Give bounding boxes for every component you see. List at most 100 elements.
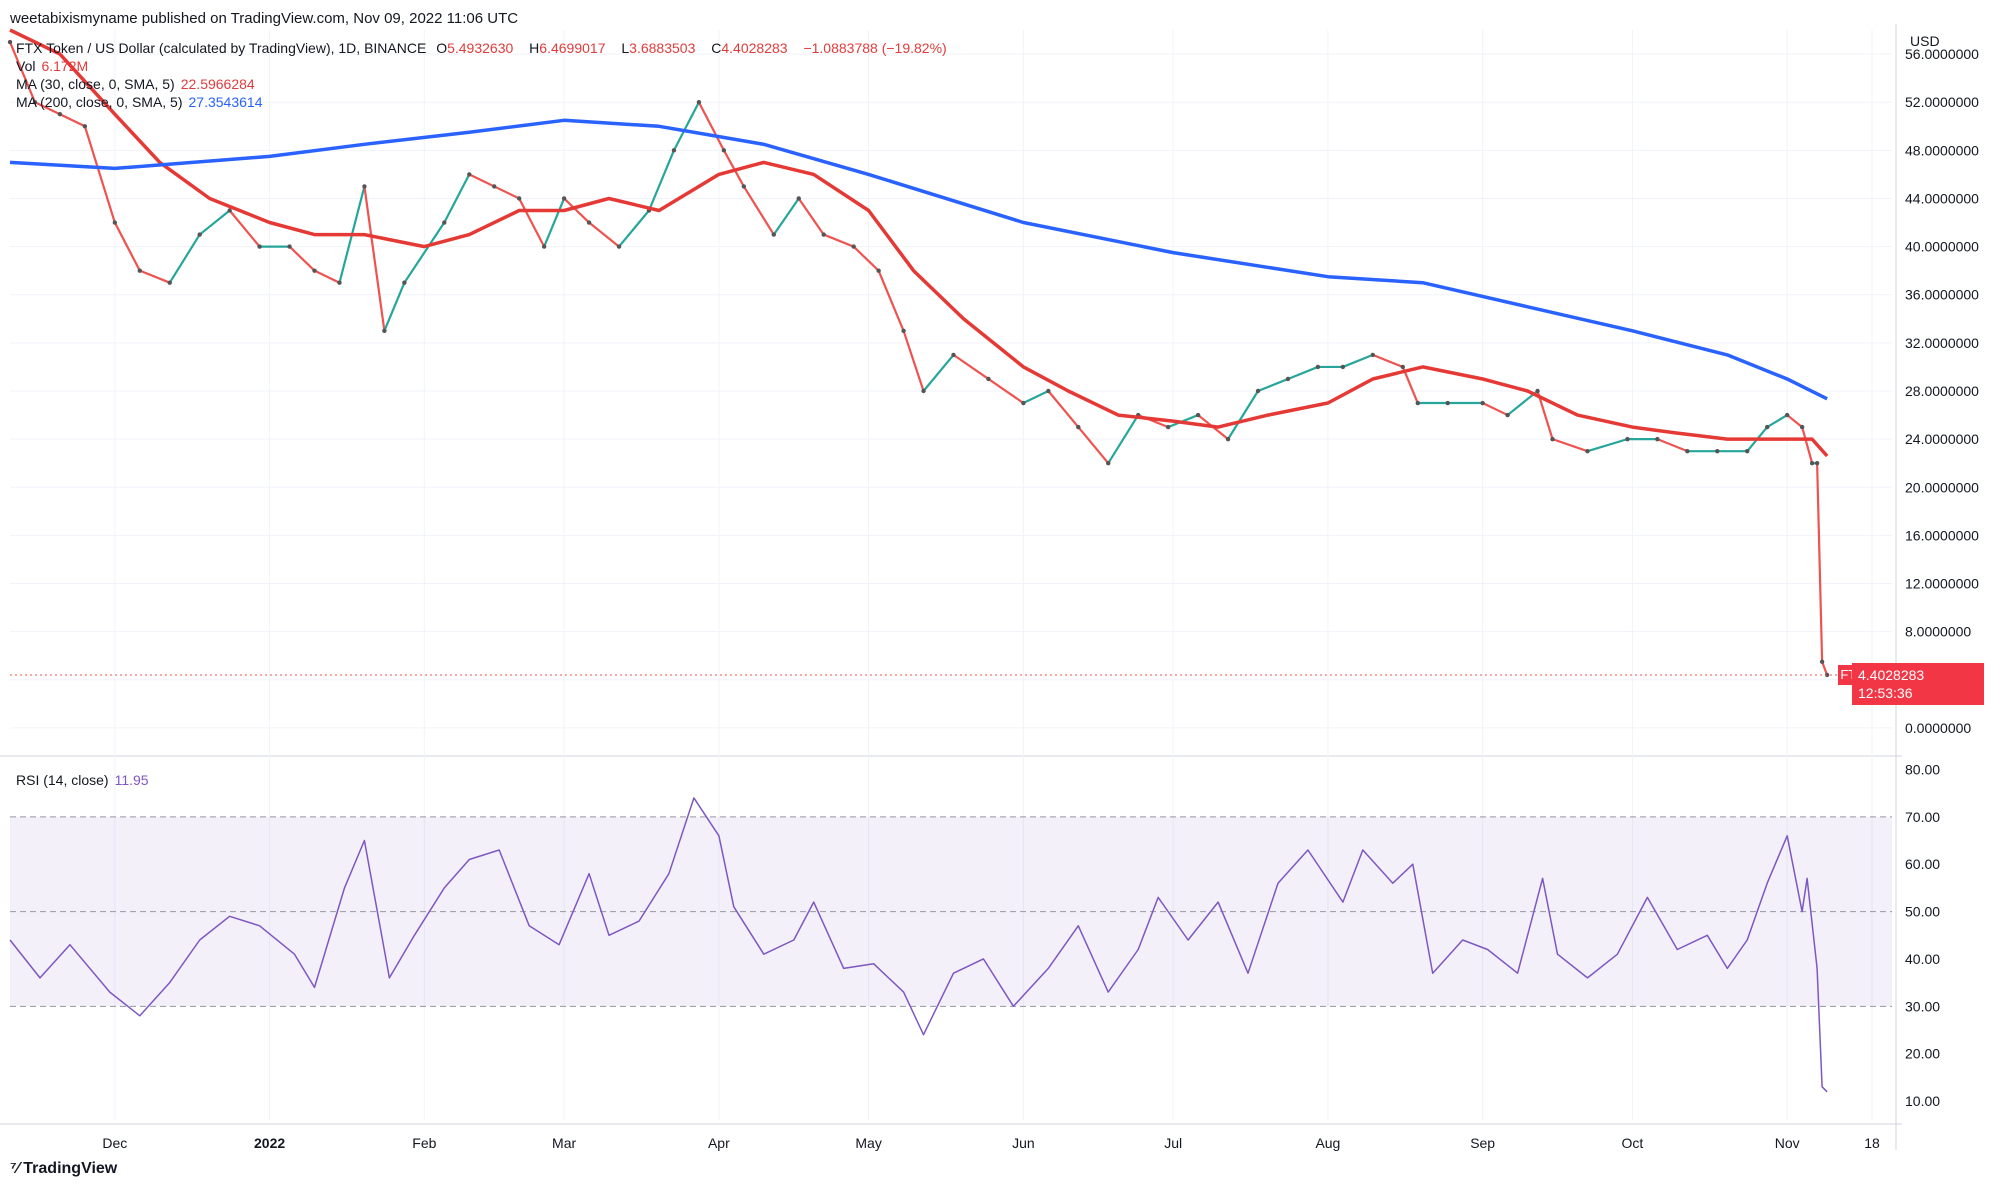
price-segment [697, 101, 725, 152]
symbol-legend: FTX Token / US Dollar (calculated by Tra… [16, 40, 953, 56]
price-segment [1022, 389, 1050, 405]
branding-text: TradingView [23, 1160, 118, 1177]
tradingview-logo[interactable]: ⁷⁄ TradingView [10, 1160, 117, 1178]
price-point [1535, 388, 1540, 394]
price-segment [1341, 353, 1374, 369]
close-value: 4.4028283 [721, 40, 788, 56]
volume-legend: Vol 6.172M [16, 58, 94, 74]
price-segment [1047, 389, 1080, 429]
price-point [921, 388, 926, 394]
price-point [312, 268, 317, 273]
change-value: −1.0883788 (−19.82%) [803, 40, 947, 56]
time-tick-label: Jun [1012, 1135, 1035, 1151]
price-point [671, 148, 677, 153]
ma200-line [9, 118, 1828, 401]
ma30-value: 22.5966284 [180, 76, 255, 92]
price-point [1715, 448, 1720, 454]
price-point [1809, 461, 1815, 466]
time-tick-label: Sep [1470, 1135, 1495, 1151]
open-label: O [436, 40, 448, 56]
time-tick-label: Mar [552, 1135, 576, 1151]
open-value: 5.4932630 [447, 40, 514, 56]
tradingview-logo-icon: ⁷⁄ [10, 1160, 20, 1177]
price-segment [672, 101, 701, 152]
price-point [1480, 400, 1485, 406]
price-segment [1371, 353, 1404, 369]
price-point [876, 268, 881, 273]
rsi-line [9, 797, 1828, 1093]
time-axis-ticks: Dec 2022 Feb Mar Apr May Jun Jul Aug Sep Oct Nov 18 [102, 1135, 1880, 1151]
price-segment [902, 329, 925, 393]
price-tick-label: 28.0000000 [1905, 383, 1979, 399]
price-point [337, 280, 342, 285]
rsi-axis-ticks: 10.00 20.00 30.00 40.00 50.00 60.00 70.00 80.00 [1905, 761, 1940, 1109]
price-point [821, 232, 826, 237]
price-segment [1077, 426, 1110, 465]
price-segment [852, 245, 880, 272]
price-point [1225, 436, 1231, 442]
price-segment [33, 101, 62, 116]
price-point [561, 196, 567, 201]
price-segment [1401, 365, 1419, 405]
price-point [442, 220, 447, 225]
rsi-tick-label: 60.00 [1905, 856, 1940, 872]
price-point [771, 232, 776, 237]
price-point [986, 376, 991, 382]
price-tick-label: 20.0000000 [1905, 479, 1979, 495]
price-point [257, 244, 262, 249]
price-point [32, 100, 38, 105]
price-axis-ticks: 0.00000004.00000008.000000012.000000016.… [1905, 46, 1979, 736]
rsi-tick-label: 40.00 [1905, 951, 1940, 967]
price-point [1076, 424, 1081, 430]
time-tick-label: Oct [1622, 1135, 1644, 1151]
price-segment [168, 233, 201, 284]
ma200-label: MA (200, close, 0, SMA, 5) [16, 94, 183, 110]
last-price-tag: 4.4028283 12:53:36 [1852, 662, 1984, 705]
price-tick-label: 44.0000000 [1905, 190, 1979, 206]
price-tick-label: 36.0000000 [1905, 287, 1979, 303]
price-point [57, 112, 63, 117]
price-segment [877, 269, 905, 332]
price-point [1165, 424, 1171, 430]
moving-averages [9, 28, 1829, 458]
ma200-value: 27.3543614 [188, 94, 263, 110]
price-tick-label: 48.0000000 [1905, 142, 1979, 158]
price-segment [543, 197, 566, 248]
time-tick-label: 2022 [254, 1135, 285, 1151]
price-segment [952, 353, 990, 381]
price-point [741, 184, 747, 189]
price-segment [1226, 389, 1260, 441]
price-segment [228, 209, 261, 248]
price-point [227, 208, 232, 213]
price-point [1764, 424, 1770, 430]
bar-countdown: 12:53:36 [1858, 684, 1913, 701]
price-point [1585, 448, 1590, 454]
rsi-legend: RSI (14, close) 11.95 [16, 772, 155, 788]
price-point [1685, 448, 1690, 454]
price-axis-unit: USD [1910, 33, 1940, 49]
price-segment [8, 40, 37, 104]
price-segment [1481, 401, 1509, 417]
price-point [1255, 388, 1261, 394]
price-point [1021, 400, 1026, 406]
price-point [1106, 461, 1111, 466]
price-point [1415, 400, 1420, 406]
price-segment [772, 197, 800, 236]
close-label: C [711, 40, 722, 56]
price-point [1285, 376, 1291, 382]
time-tick-label: Dec [102, 1135, 127, 1151]
price-segment [1107, 413, 1140, 465]
price-segment [563, 197, 591, 224]
price-point [516, 196, 522, 201]
price-point [796, 196, 801, 201]
price-point [1195, 412, 1201, 418]
price-segment [468, 173, 496, 188]
price-segment [518, 197, 546, 248]
price-segment [383, 281, 406, 332]
price-segment [403, 221, 446, 284]
rsi-tick-label: 20.00 [1905, 1046, 1940, 1062]
price-point [382, 328, 387, 334]
price-segment [1256, 377, 1290, 393]
price-segment [1551, 438, 1589, 453]
price-segment [313, 269, 341, 284]
